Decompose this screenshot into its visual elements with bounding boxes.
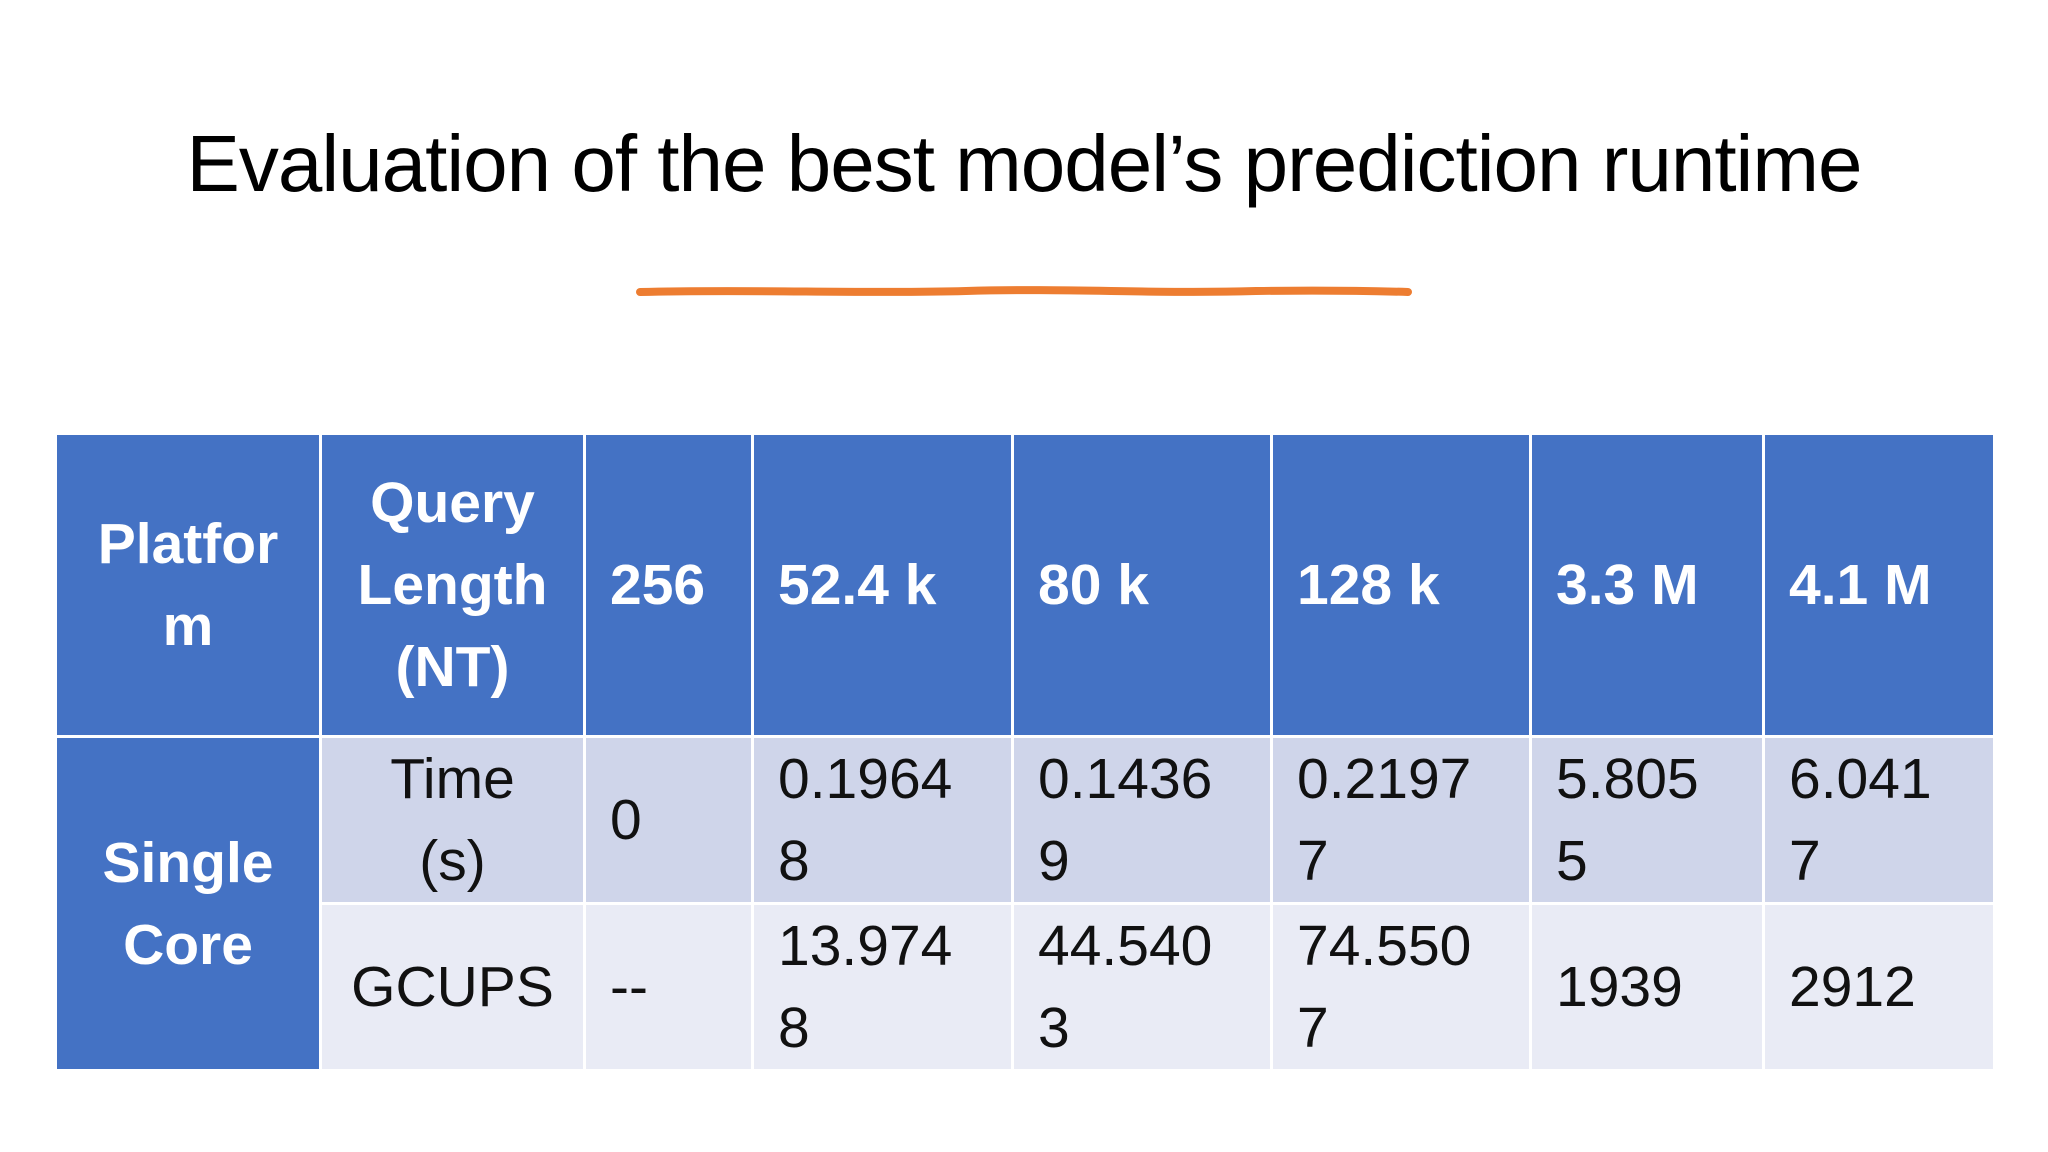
cell-value: -- [610,955,648,1019]
header-row: Platfor m Query Length (NT) 256 52.4 k 8… [54,432,1996,738]
title-underline-stroke [636,286,1412,296]
metric-time-label: Time (s) [390,747,515,893]
cell-value: 6.041 7 [1789,747,1932,893]
header-col-4-1m: 4.1 M [1762,432,1996,738]
runtime-table: Platfor m Query Length (NT) 256 52.4 k 8… [54,432,1996,1072]
cell-value: 1939 [1556,955,1683,1019]
cell-gcups-52-4k: 13.974 8 [751,902,1014,1072]
cell-value: 13.974 8 [778,914,953,1060]
cell-time-52-4k: 0.1964 8 [751,735,1014,905]
cell-gcups-4-1m: 2912 [1762,902,1996,1072]
header-platform: Platfor m [54,432,322,738]
metric-gcups-label: GCUPS [351,955,554,1019]
header-query-length: Query Length (NT) [319,432,586,738]
cell-value: 0 [610,788,642,852]
cell-value: 0.1964 8 [778,747,953,893]
cell-value: 0.1436 9 [1038,747,1213,893]
header-platform-label: Platfor m [97,512,279,658]
cell-time-4-1m: 6.041 7 [1762,735,1996,905]
row-group-single-core: Single Core [54,735,322,1072]
header-col-52-4k: 52.4 k [751,432,1014,738]
table-row-time: Single Core Time (s) 0 0.1964 8 0.1436 9… [54,735,1996,1072]
row-group-label: Single Core [102,830,274,977]
metric-time: Time (s) [319,735,586,905]
cell-gcups-3-3m: 1939 [1529,902,1765,1072]
cell-time-3-3m: 5.805 5 [1529,735,1765,905]
metric-gcups: GCUPS [319,902,586,1072]
slide-title: Evaluation of the best model’s predictio… [186,119,1863,208]
cell-time-128k: 0.2197 7 [1270,735,1532,905]
header-col-128k: 128 k [1270,432,1532,738]
cell-value: 74.550 7 [1297,914,1472,1060]
header-col-256: 256 [583,432,754,738]
cell-gcups-128k: 74.550 7 [1270,902,1532,1072]
cell-gcups-256: -- [583,902,754,1072]
table-row-gcups: GCUPS -- 13.974 8 44.540 3 74.550 7 1939… [56,902,1996,1072]
cell-value: 44.540 3 [1038,914,1213,1060]
header-col-3-3m: 3.3 M [1529,432,1765,738]
header-col-80k: 80 k [1011,432,1273,738]
cell-time-256: 0 [583,735,754,905]
cell-time-80k: 0.1436 9 [1011,735,1273,905]
cell-gcups-80k: 44.540 3 [1011,902,1273,1072]
header-query-length-label: Query Length (NT) [357,471,548,699]
cell-value: 5.805 5 [1556,747,1699,893]
cell-value: 0.2197 7 [1297,747,1472,893]
cell-value: 2912 [1789,955,1916,1019]
